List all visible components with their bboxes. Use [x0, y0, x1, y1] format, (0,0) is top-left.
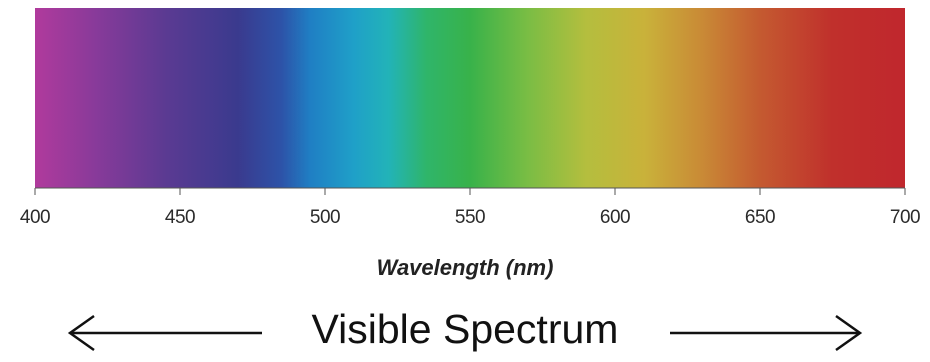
- tick-label-700: 700: [889, 207, 921, 228]
- left-arrow-icon: [67, 314, 262, 352]
- caption-text: Visible Spectrum: [311, 306, 619, 352]
- tick-label-450: 450: [164, 207, 196, 228]
- right-arrow-icon: [670, 314, 863, 352]
- axis-title: Wavelength (nm): [376, 255, 554, 280]
- spectrum-color-bar: [35, 8, 905, 188]
- spectrum-caption: Visible Spectrum: [0, 300, 930, 360]
- tick-label-650: 650: [744, 207, 776, 228]
- tick-label-500: 500: [309, 207, 341, 228]
- tick-label-600: 600: [599, 207, 631, 228]
- tick-label-550: 550: [454, 207, 486, 228]
- tick-label-400: 400: [19, 207, 51, 228]
